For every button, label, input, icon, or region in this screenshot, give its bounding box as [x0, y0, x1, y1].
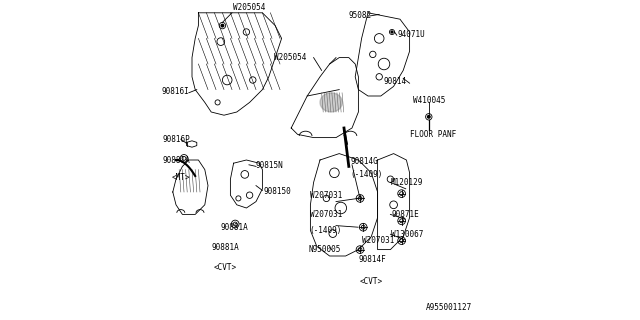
Text: (-1409): (-1409) [351, 170, 383, 179]
Text: 90881A: 90881A [212, 244, 239, 252]
Text: W130067: W130067 [391, 230, 424, 239]
Text: (-1409): (-1409) [310, 226, 342, 235]
Circle shape [428, 116, 430, 118]
Text: 90871E: 90871E [391, 210, 419, 219]
Text: 90816I: 90816I [161, 87, 189, 96]
Text: 90881A: 90881A [163, 156, 190, 164]
Text: 90815N: 90815N [256, 161, 284, 170]
Text: 908150: 908150 [263, 188, 291, 196]
Text: A955001127: A955001127 [426, 303, 472, 312]
Text: 95082: 95082 [349, 11, 372, 20]
Text: <CVT>: <CVT> [214, 263, 237, 272]
Text: 90814G: 90814G [351, 157, 378, 166]
Text: W410045: W410045 [413, 96, 445, 105]
Text: W207031: W207031 [310, 191, 342, 200]
Text: 90814F: 90814F [358, 255, 386, 264]
Text: W207031: W207031 [362, 236, 394, 245]
Text: W207031: W207031 [310, 210, 342, 219]
Text: FLOOR PANF: FLOOR PANF [410, 130, 456, 139]
Circle shape [391, 31, 393, 33]
Text: N950005: N950005 [308, 245, 340, 254]
Ellipse shape [320, 93, 342, 112]
Circle shape [221, 24, 224, 27]
Text: M120129: M120129 [390, 178, 423, 187]
Text: 90816P: 90816P [163, 135, 190, 144]
Text: 94071U: 94071U [397, 30, 425, 39]
Text: 90814: 90814 [384, 77, 407, 86]
Text: W205054: W205054 [274, 53, 306, 62]
Text: W205054: W205054 [233, 3, 266, 12]
Text: <MT>: <MT> [172, 173, 189, 182]
Text: 90881A: 90881A [221, 223, 248, 232]
Text: <CVT>: <CVT> [360, 277, 383, 286]
